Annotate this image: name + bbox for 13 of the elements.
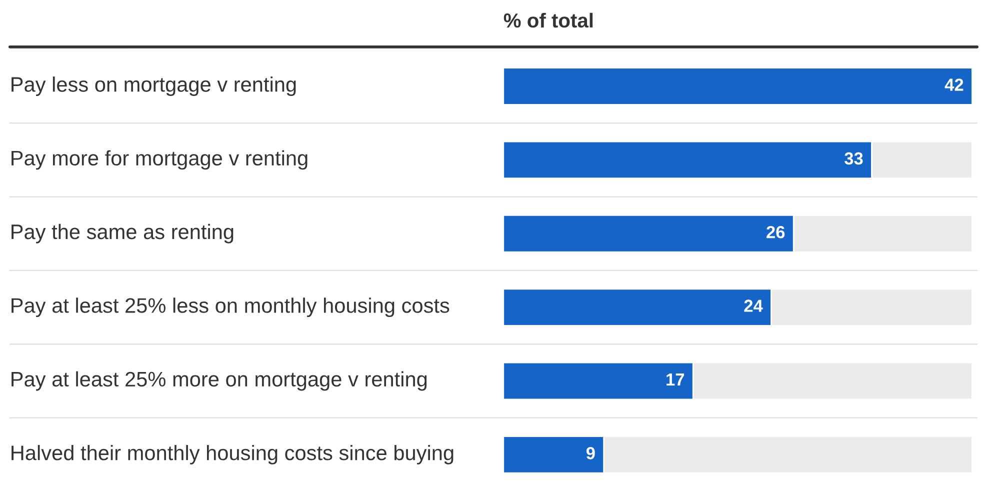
data-label: 9: [586, 447, 595, 460]
y-tick-label: Pay less on mortgage v renting: [12, 76, 296, 96]
y-tick-label: Pay more for mortgage v renting: [12, 150, 308, 170]
data-label: 26: [766, 226, 785, 238]
y-tick-label: Pay the same as renting: [12, 224, 234, 244]
y-tick-label: Halved their monthly housing costs since buying: [12, 444, 454, 464]
x-axis-title: % of total: [504, 12, 593, 28]
y-tick-label: Pay at least 25% less on monthly housing costs: [12, 298, 450, 318]
data-label: 17: [666, 374, 684, 386]
data-label: 24: [744, 300, 763, 312]
data-label: 42: [944, 78, 964, 91]
data-label: 33: [844, 152, 863, 165]
y-tick-label: Pay at least 25% more on mortgage v renting: [12, 371, 427, 391]
